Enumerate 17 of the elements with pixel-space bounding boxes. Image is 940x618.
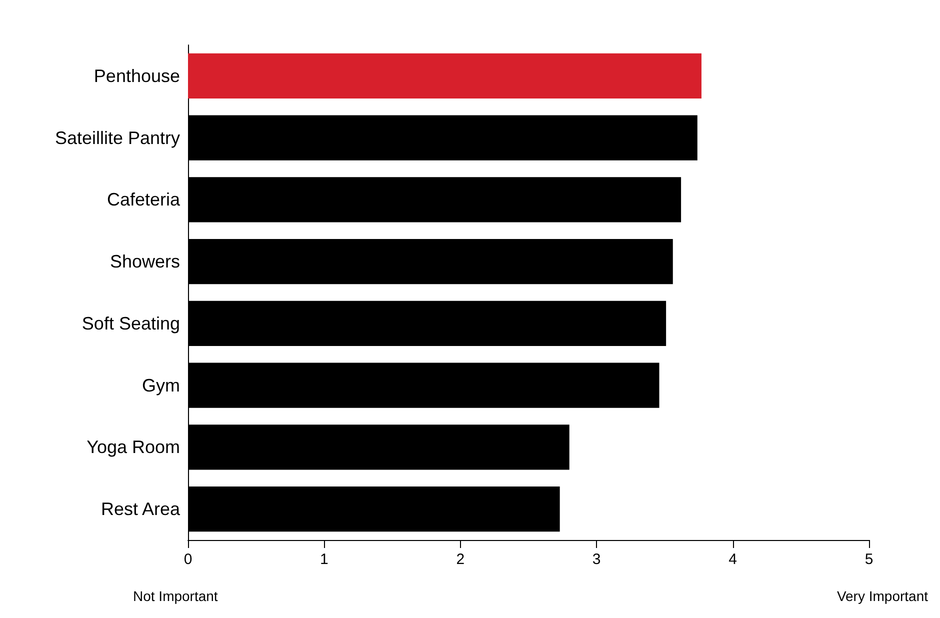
x-tick-label: 4 (728, 551, 737, 568)
x-tick-label: 2 (456, 551, 465, 568)
y-tick-label: Rest Area (100, 499, 181, 520)
y-tick-label: Penthouse (94, 66, 180, 86)
text: Not Important (133, 588, 218, 604)
y-tick-label: Showers (110, 252, 180, 272)
x-tick-label: 1 (320, 551, 328, 568)
text: Very Important (836, 588, 928, 604)
bar (188, 53, 702, 99)
y-tick-label: Soft Seating (82, 313, 180, 334)
x-tick-label: 5 (864, 551, 874, 568)
x-tick-label: 0 (184, 551, 192, 568)
y-tick-label: Gym (142, 375, 180, 396)
x-tick-label: 3 (592, 551, 601, 568)
y-tick-label: Sateillite Pantry (54, 128, 180, 148)
y-tick-label: Cafeteria (106, 190, 181, 210)
y-tick-label: Yoga Room (86, 437, 180, 458)
